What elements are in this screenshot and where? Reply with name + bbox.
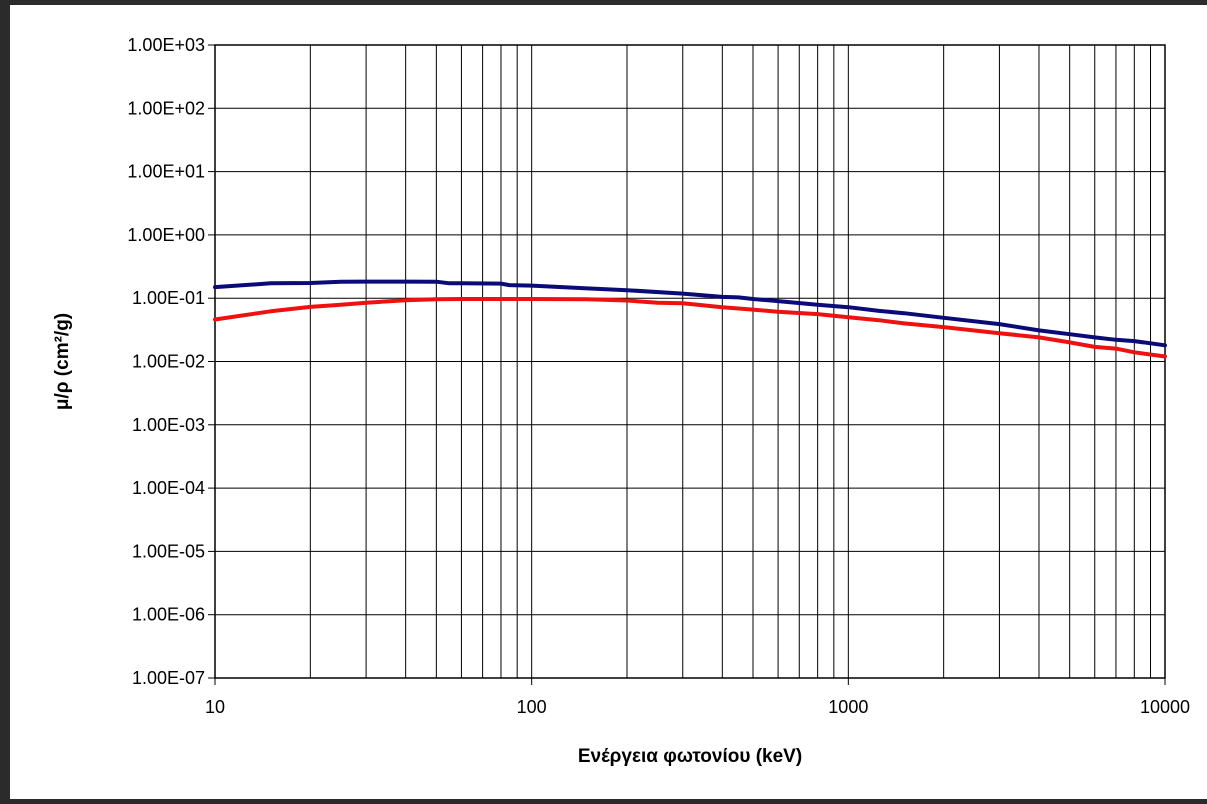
y-tick-label: 1.00E-06 <box>132 605 205 625</box>
log-log-chart: 1.00E-07 1.00E-06 1.00E-05 1.00E-04 1.00E-03… <box>52 35 1190 767</box>
y-tick-label: 1.00E+01 <box>127 162 205 182</box>
series-line-2 <box>213 297 1167 359</box>
y-tick-label: 1.00E-01 <box>132 288 205 308</box>
x-tick-labels: 10 100 1000 10000 <box>205 697 1190 717</box>
x-tick-label: 10000 <box>1140 697 1190 717</box>
y-tick-label: 1.00E-03 <box>132 415 205 435</box>
y-tick-label: 1.00E+00 <box>127 225 205 245</box>
y-tick-label: 1.00E-07 <box>132 668 205 688</box>
y-tick-label: 1.00E-04 <box>132 478 205 498</box>
chart-frame: 1.00E-07 1.00E-06 1.00E-05 1.00E-04 1.00E-03… <box>10 5 1207 799</box>
series-line-1 <box>213 279 1167 348</box>
x-tick-label: 1000 <box>828 697 868 717</box>
grid-lines <box>208 44 1166 685</box>
plot-area-border <box>214 44 1166 679</box>
y-axis-title: μ/ρ (cm²/g) <box>52 313 73 410</box>
y-tick-label: 1.00E+02 <box>127 98 205 118</box>
y-tick-label: 1.00E+03 <box>127 35 205 55</box>
y-tick-label: 1.00E-02 <box>132 352 205 372</box>
series-lines <box>213 279 1167 359</box>
x-tick-label: 10 <box>205 697 225 717</box>
x-tick-label: 100 <box>517 697 547 717</box>
y-tick-label: 1.00E-05 <box>132 541 205 561</box>
y-tick-labels: 1.00E-07 1.00E-06 1.00E-05 1.00E-04 1.00E-03… <box>127 35 205 688</box>
x-axis-title: Ενέργεια φωτονίου (keV) <box>578 746 802 767</box>
